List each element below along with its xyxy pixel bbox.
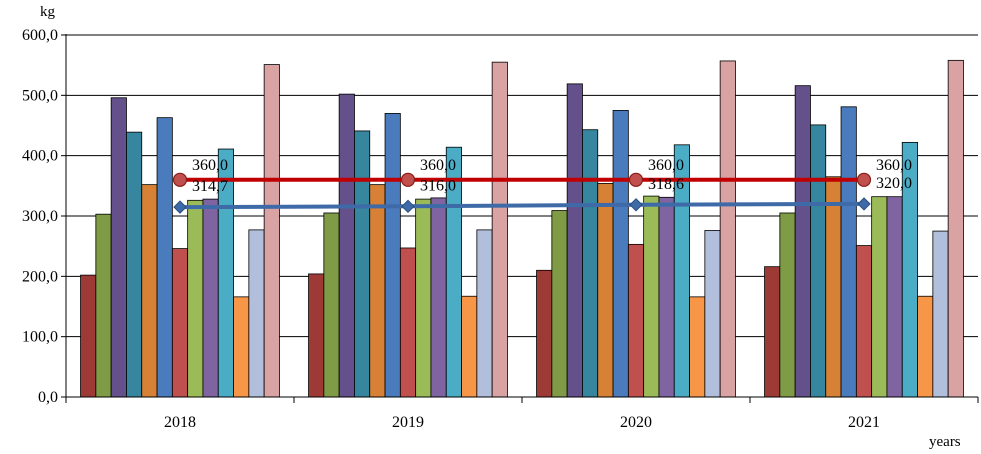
- line-point-marker: [629, 198, 643, 212]
- labels: 0,0 100,0 200,0 300,0 400,0 500,0 600,0 2018 201…: [22, 27, 912, 431]
- y-tick-label: 500,0: [22, 87, 58, 104]
- bar: [855, 245, 873, 398]
- bar: [110, 97, 127, 398]
- bar: [80, 274, 97, 398]
- data-label: 318,6: [648, 176, 684, 193]
- bar: [476, 229, 493, 398]
- bar: [719, 60, 736, 398]
- y-tick-label: 600,0: [22, 27, 58, 44]
- bar: [308, 273, 325, 398]
- bar: [704, 230, 721, 398]
- bars: [80, 59, 964, 398]
- bar: [338, 93, 355, 398]
- data-label: 314,7: [192, 178, 228, 195]
- bar: [566, 83, 583, 398]
- x-tick-label: 2021: [848, 414, 880, 431]
- bar: [126, 131, 143, 398]
- bar: [263, 64, 280, 398]
- bar: [840, 106, 857, 398]
- x-axis-label: years: [929, 434, 961, 450]
- bar: [95, 213, 112, 398]
- bar: [551, 210, 568, 398]
- bar: [187, 199, 204, 398]
- bar: [415, 198, 432, 398]
- y-tick-label: 300,0: [22, 208, 58, 225]
- data-label: 316,0: [420, 177, 456, 194]
- bar: [932, 230, 949, 398]
- line-point-marker: [628, 172, 644, 187]
- bar: [582, 129, 599, 398]
- line-point-marker: [856, 172, 872, 187]
- bar: [947, 59, 964, 398]
- bar: [917, 295, 934, 398]
- bar: [399, 247, 417, 398]
- bar: [643, 195, 660, 398]
- bar: [369, 184, 386, 398]
- line-point-marker: [857, 197, 871, 211]
- x-tick-label: 2019: [392, 414, 424, 431]
- bar: [233, 296, 250, 398]
- bar: [779, 212, 796, 398]
- bar: [384, 113, 401, 398]
- y-tick-label: 0,0: [38, 389, 58, 406]
- bar: [354, 130, 371, 398]
- reference-lines: [172, 172, 872, 214]
- y-tick-label: 200,0: [22, 268, 58, 285]
- bar: [461, 295, 478, 398]
- series-line: [179, 201, 865, 210]
- y-axis-label: kg: [40, 4, 56, 20]
- bar: [810, 124, 827, 398]
- data-label: 360,0: [648, 157, 684, 174]
- bar: [141, 184, 158, 398]
- data-label: 360,0: [876, 157, 912, 174]
- bar: [794, 85, 811, 398]
- bar: [536, 269, 553, 398]
- data-label: 320,0: [876, 175, 912, 192]
- bar: [430, 197, 447, 398]
- bar: [597, 183, 614, 398]
- bar: [764, 266, 781, 398]
- line-point-marker: [173, 200, 187, 214]
- bar: [491, 61, 508, 398]
- line-point-marker: [401, 199, 415, 214]
- bar: [871, 196, 888, 398]
- data-label: 360,0: [420, 157, 456, 174]
- y-tick-label: 400,0: [22, 148, 58, 165]
- data-label: 360,0: [192, 157, 228, 174]
- x-tick-label: 2020: [620, 414, 652, 431]
- axes: [61, 34, 979, 403]
- bar: [825, 176, 842, 398]
- bar: [627, 243, 645, 398]
- bar: [612, 110, 629, 398]
- bar: [248, 229, 265, 398]
- x-tick-label: 2018: [164, 414, 196, 431]
- bar: [171, 248, 189, 398]
- line-point-marker: [172, 172, 188, 187]
- bar: [156, 117, 173, 398]
- bar: [658, 196, 675, 398]
- bar: [886, 196, 903, 398]
- bar: [323, 212, 340, 398]
- bar: [202, 198, 219, 398]
- line-point-marker: [400, 172, 416, 187]
- y-tick-label: 100,0: [22, 329, 58, 346]
- bar: [689, 296, 706, 398]
